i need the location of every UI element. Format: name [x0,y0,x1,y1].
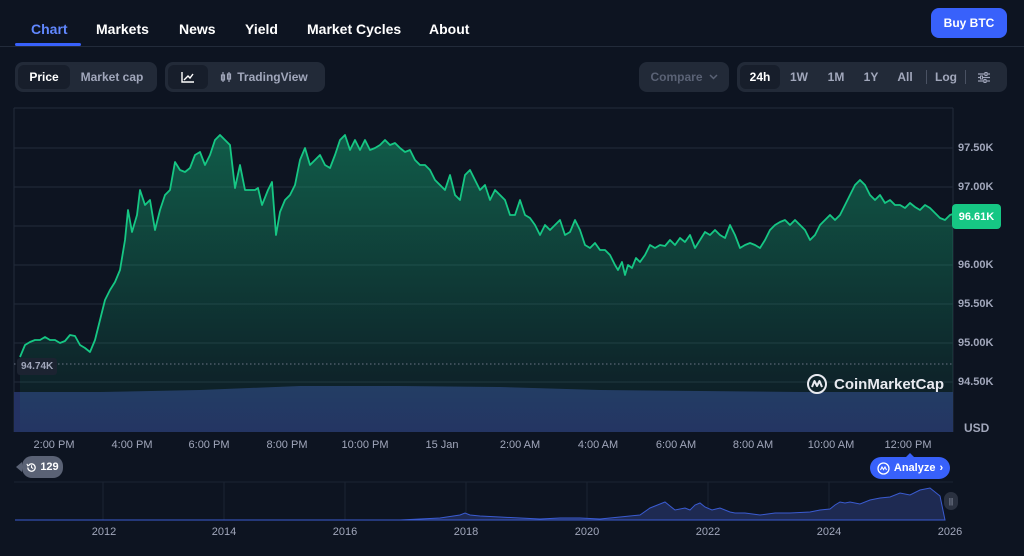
price-area [20,135,953,432]
tradingview-button[interactable]: TradingView [208,65,320,89]
range-all[interactable]: All [897,70,913,84]
metric-toggle: Price Market cap [15,62,157,92]
tradingview-label: TradingView [237,70,308,84]
active-tab-indicator [15,43,81,46]
sliders-icon [978,71,990,83]
y-tick: 97.00K [958,181,994,193]
navigator-year: 2026 [937,526,963,538]
range-navigator[interactable] [0,480,1024,530]
candlestick-icon [221,72,232,82]
open-price-tag: 94.74K [17,358,58,375]
navigator-year: 2024 [816,526,842,538]
tab-about[interactable]: About [429,21,470,37]
buy-btc-button[interactable]: Buy BTC [931,8,1007,38]
line-chart-icon [181,72,194,83]
chevron-right-icon: › [939,462,944,474]
y-tick: 94.50K [958,376,994,388]
navigator-year: 2022 [695,526,721,538]
compare-dropdown[interactable]: Compare [639,62,729,92]
chart-type-toggle: TradingView [165,62,325,92]
line-chart-button[interactable] [168,65,208,89]
x-tick: 2:00 PM [33,439,75,451]
compare-label: Compare [650,70,703,84]
pause-icon: || [948,496,954,506]
range-24h[interactable]: 24h [740,65,780,89]
coinmarketcap-watermark: CoinMarketCap [806,373,944,395]
market-cap-toggle[interactable]: Market cap [80,70,144,84]
range-selector: 24h 1W 1M 1Y All Log [737,62,1007,92]
history-events-badge[interactable]: 129 [16,456,63,478]
x-tick: 8:00 AM [732,439,774,451]
y-tick: 96.00K [958,259,994,271]
y-tick: 97.50K [958,142,994,154]
range-1y[interactable]: 1Y [863,70,879,84]
divider [965,70,966,84]
x-tick: 2:00 AM [499,439,541,451]
navigator-year: 2018 [453,526,479,538]
tab-markets[interactable]: Markets [96,21,149,37]
navigator-year: 2016 [332,526,358,538]
chevron-down-icon [708,74,718,80]
price-toggle[interactable]: Price [18,65,70,89]
coinmarketcap-logo-icon [807,374,827,394]
x-tick: 12:00 PM [884,439,932,451]
history-count: 129 [40,461,59,473]
range-1w[interactable]: 1W [790,70,808,84]
watermark-text: CoinMarketCap [834,375,945,393]
analyze-button[interactable]: Analyze › [870,453,950,479]
ai-chat-icon [877,461,890,475]
current-price-tag: 96.61K [952,204,1001,229]
y-tick: 95.00K [958,337,994,349]
analyze-label: Analyze [893,462,936,474]
x-tick: 15 Jan [425,439,459,451]
history-icon [26,462,37,472]
navigator-year: 2012 [91,526,117,538]
top-nav: Chart Markets News Yield Market Cycles A… [0,0,1024,47]
divider [926,70,927,84]
x-tick: 10:00 PM [341,439,389,451]
tab-chart[interactable]: Chart [31,21,68,37]
navigator-drag-handle[interactable]: || [944,492,958,510]
x-tick: 6:00 PM [188,439,230,451]
x-tick: 10:00 AM [807,439,855,451]
tab-news[interactable]: News [179,21,216,37]
x-tick: 6:00 AM [655,439,697,451]
y-tick: 95.50K [958,298,994,310]
price-line [19,134,954,358]
x-tick: 8:00 PM [266,439,308,451]
currency-label: USD [964,421,990,435]
x-tick: 4:00 AM [577,439,619,451]
navigator-area [15,487,946,521]
navigator-year: 2014 [211,526,237,538]
tab-market-cycles[interactable]: Market Cycles [307,21,402,37]
price-chart[interactable] [0,100,1024,440]
tab-yield[interactable]: Yield [245,21,278,37]
x-tick: 4:00 PM [111,439,153,451]
navigator-year: 2020 [574,526,600,538]
chart-settings-button[interactable] [970,65,998,89]
range-1m[interactable]: 1M [827,70,845,84]
log-toggle[interactable]: Log [935,70,957,84]
